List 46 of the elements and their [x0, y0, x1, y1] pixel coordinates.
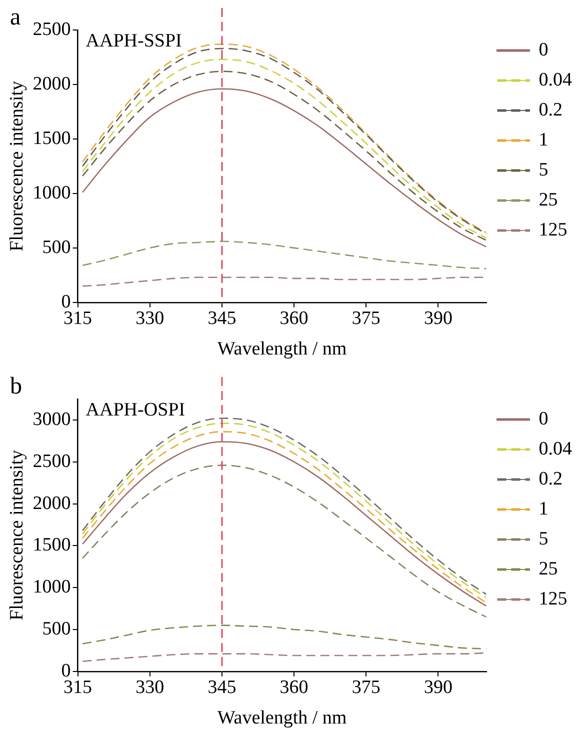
legend-label: 0 — [538, 39, 548, 60]
legend-label: 0.2 — [538, 99, 562, 120]
legend-label: 0.04 — [538, 438, 572, 460]
x-tick-label: 360 — [280, 676, 308, 698]
legend-label: 1 — [538, 498, 548, 520]
x-tick-label: 345 — [208, 676, 236, 698]
x-tick-label: 390 — [424, 308, 452, 329]
annotation: AAPH-OSPI — [86, 399, 186, 420]
y-tick-label: 2000 — [32, 73, 71, 94]
line-series — [82, 240, 486, 270]
y-axis-title: Fluorescence intensity — [6, 449, 28, 620]
legend-label: 0.04 — [538, 69, 572, 90]
y-tick-label: 2500 — [32, 450, 71, 472]
text: a — [10, 4, 21, 30]
y-axis-title: Fluorescence intensity — [6, 80, 28, 252]
x-tick-label: 375 — [352, 676, 380, 698]
y-tick-label: 500 — [42, 618, 71, 640]
line-series — [82, 652, 486, 662]
x-tick-label: 330 — [136, 676, 164, 698]
legend-label: 0 — [538, 408, 548, 430]
legend-label: 5 — [538, 528, 548, 550]
legend-label: 5 — [538, 159, 548, 180]
y-tick-label: 500 — [42, 236, 71, 258]
y-tick-label: 3000 — [32, 408, 71, 430]
legend-label: 25 — [538, 558, 558, 580]
x-axis-title: Wavelength / nm — [217, 338, 347, 360]
y-tick-label: 1500 — [32, 128, 71, 149]
x-tick-label: 390 — [424, 676, 452, 698]
line-series — [82, 464, 486, 618]
text: b — [10, 373, 22, 400]
legend-label: 1 — [538, 129, 548, 150]
x-tick-label: 375 — [352, 308, 380, 329]
x-tick-label: 345 — [208, 308, 236, 329]
y-tick-label: 1500 — [32, 534, 71, 556]
x-tick-label: 360 — [280, 308, 308, 329]
y-tick-label: 2000 — [32, 492, 71, 514]
x-axis-title: Wavelength / nm — [217, 708, 347, 729]
y-tick-label: 1000 — [32, 182, 71, 204]
annotation: AAPH-SSPI — [86, 30, 182, 52]
legend-label: 125 — [538, 588, 568, 610]
legend-label: 25 — [538, 189, 558, 210]
x-tick-label: 330 — [136, 308, 164, 329]
y-tick-label: 2500 — [32, 18, 71, 40]
y-tick-label: 1000 — [32, 576, 71, 598]
legend-label: 125 — [538, 219, 568, 240]
legend-label: 0.2 — [538, 468, 562, 490]
